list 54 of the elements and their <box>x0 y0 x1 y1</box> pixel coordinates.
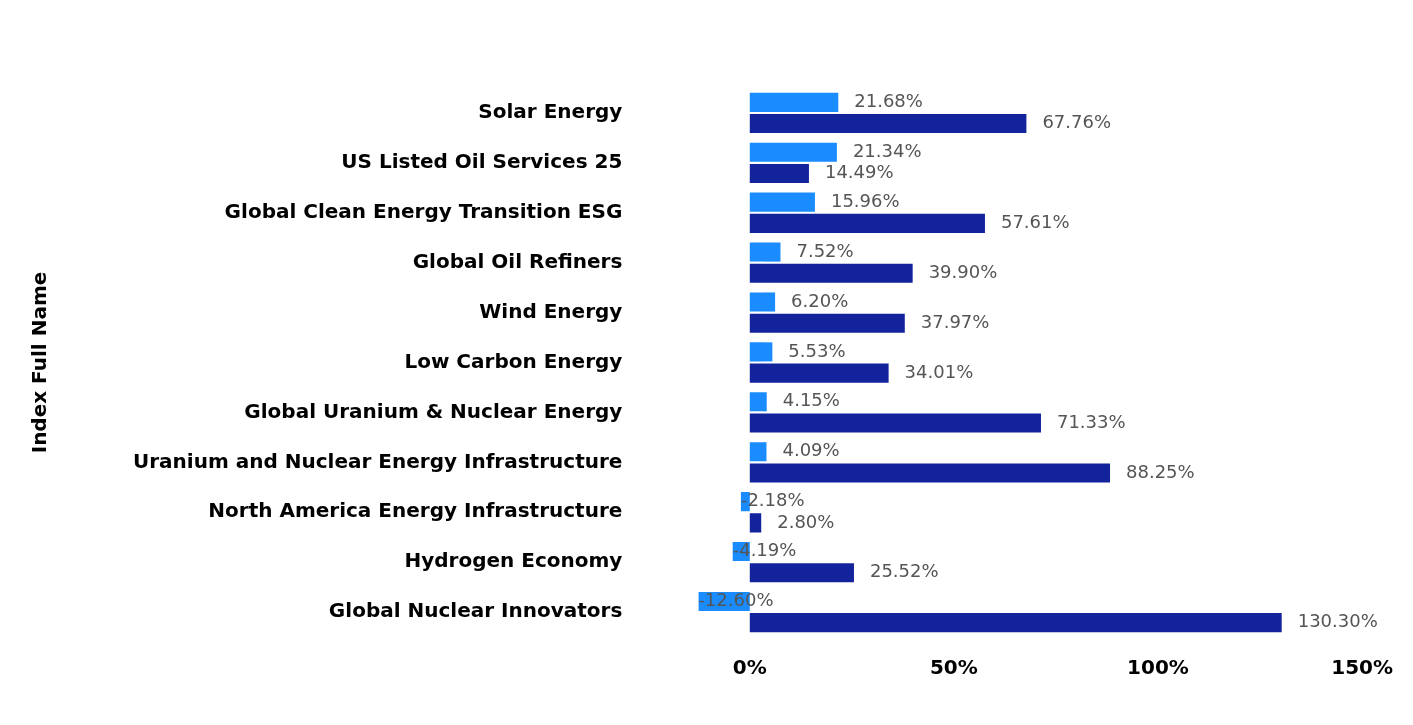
x-tick-label: 50% <box>929 655 978 680</box>
data-label: 67.76% <box>1042 111 1112 133</box>
data-label: 4.09% <box>782 439 840 461</box>
data-label: 2.80% <box>777 510 835 532</box>
bar <box>749 513 762 533</box>
y-tick-label: Hydrogen Economy <box>404 548 623 573</box>
y-tick-label: Low Carbon Energy <box>404 348 623 373</box>
bar <box>749 142 837 162</box>
bar <box>749 163 809 184</box>
y-tick-label: Uranium and Nuclear Energy Infrastructure <box>133 448 623 473</box>
data-label: 34.01% <box>904 360 974 382</box>
data-label: 7.52% <box>796 239 854 261</box>
y-tick-label: Solar Energy <box>478 99 623 124</box>
bar <box>749 213 985 233</box>
data-label: 130.30% <box>1297 610 1378 632</box>
y-tick-label: US Listed Oil Services 25 <box>341 149 623 174</box>
y-axis-title: Index Full Name <box>27 271 52 454</box>
y-tick-label: North America Energy Infrastructure <box>208 498 623 523</box>
x-tick-label: 0% <box>732 655 767 680</box>
y-tick-label: Global Clean Energy Transition ESG <box>224 198 623 223</box>
bar <box>749 363 889 383</box>
data-label: 6.20% <box>791 289 849 311</box>
data-label: 5.53% <box>788 339 846 361</box>
data-label: 15.96% <box>830 189 900 211</box>
bar <box>749 114 1027 134</box>
bar <box>749 242 781 262</box>
bar <box>749 392 767 412</box>
bar <box>749 313 905 333</box>
bar <box>749 613 1282 633</box>
y-tick-label: Global Nuclear Innovators <box>328 598 623 623</box>
y-tick-label: Wind Energy <box>479 298 623 323</box>
y-tick-label: Global Oil Refiners <box>412 248 623 273</box>
bar <box>749 463 1111 483</box>
bar <box>749 92 839 112</box>
bar <box>749 563 854 583</box>
data-label: 57.61% <box>1000 211 1070 233</box>
bar <box>749 263 913 283</box>
x-tick-label: 150% <box>1331 655 1393 680</box>
bar <box>749 292 776 312</box>
data-label: 21.34% <box>852 139 922 161</box>
bar <box>749 342 773 362</box>
data-label: 88.25% <box>1126 460 1195 482</box>
data-label: 71.33% <box>1056 410 1126 432</box>
data-label: 21.68% <box>854 90 923 112</box>
x-tick-label: 100% <box>1127 655 1189 680</box>
data-label: 39.90% <box>928 260 998 282</box>
data-label: 14.49% <box>824 161 894 183</box>
bar <box>749 413 1041 433</box>
bar <box>749 442 767 462</box>
bar <box>749 192 815 212</box>
data-label: 4.15% <box>782 389 840 411</box>
data-label: 25.52% <box>869 560 939 582</box>
data-label: 37.97% <box>920 310 990 332</box>
y-tick-label: Global Uranium & Nuclear Energy <box>244 398 623 423</box>
